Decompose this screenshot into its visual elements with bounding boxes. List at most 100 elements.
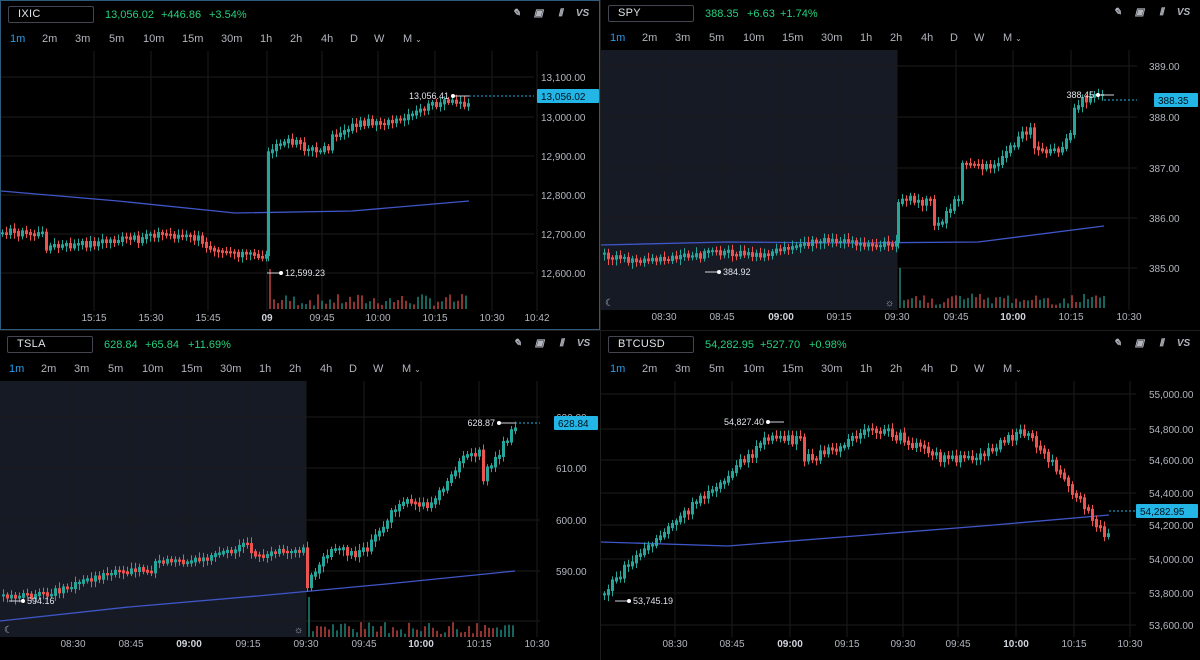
timeframe-1m[interactable]: 1m bbox=[610, 363, 626, 375]
timeframe-30m[interactable]: 30m bbox=[821, 32, 843, 44]
indicators-icon[interactable]: ▣ bbox=[533, 8, 544, 19]
timeframe-10m[interactable]: 10m bbox=[743, 363, 765, 375]
timeframe-5m[interactable]: 5m bbox=[709, 363, 725, 375]
candle bbox=[623, 561, 626, 583]
timeframe-M[interactable]: M ⌄ bbox=[403, 33, 422, 45]
candle bbox=[482, 444, 485, 485]
compare-bars-icon[interactable]: ⫴ bbox=[559, 338, 564, 349]
timeframe-D[interactable]: D bbox=[950, 32, 958, 44]
versus-icon[interactable]: VS bbox=[576, 338, 591, 349]
timeframe-5m[interactable]: 5m bbox=[108, 363, 124, 375]
timeframe-M[interactable]: M ⌄ bbox=[1003, 363, 1022, 375]
timeframe-D[interactable]: D bbox=[950, 363, 958, 375]
compare-bars-icon[interactable]: ⫴ bbox=[558, 8, 563, 19]
timeframe-15m[interactable]: 15m bbox=[782, 363, 804, 375]
timeframe-30m[interactable]: 30m bbox=[220, 363, 242, 375]
candle bbox=[371, 115, 374, 128]
chart-panel-ixic[interactable]: IXIC 13,056.02 +446.86 +3.54% ✎ ▣ ⫴ VS 1m 2m… bbox=[0, 0, 600, 330]
timeframe-2m[interactable]: 2m bbox=[42, 33, 58, 45]
symbol-search-box[interactable]: BTCUSD bbox=[608, 336, 694, 353]
regular-session-sun-icon: ☼ bbox=[294, 625, 303, 636]
timeframe-3m[interactable]: 3m bbox=[675, 363, 691, 375]
indicators-icon[interactable]: ▣ bbox=[1134, 338, 1145, 349]
timeframe-D[interactable]: D bbox=[349, 363, 357, 375]
symbol-search-box[interactable]: TSLA bbox=[7, 336, 93, 353]
timeframe-W[interactable]: W bbox=[373, 363, 384, 375]
compare-bars-icon[interactable]: ⫴ bbox=[1159, 7, 1164, 18]
timeframe-30m[interactable]: 30m bbox=[221, 33, 243, 45]
timeframe-10m[interactable]: 10m bbox=[143, 33, 165, 45]
timeframe-1h[interactable]: 1h bbox=[260, 33, 273, 45]
timeframe-2h[interactable]: 2h bbox=[289, 363, 302, 375]
timeframe-3m[interactable]: 3m bbox=[675, 32, 691, 44]
versus-icon[interactable]: VS bbox=[1176, 338, 1191, 349]
timeframe-30m[interactable]: 30m bbox=[821, 363, 843, 375]
timeframe-2m[interactable]: 2m bbox=[642, 363, 658, 375]
chart-panel-tsla[interactable]: TSLA 628.84 +65.84 +11.69% ✎ ▣ ⫴ VS 1m 2m 3m 5… bbox=[0, 331, 600, 660]
timeframe-1m[interactable]: 1m bbox=[10, 33, 26, 45]
x-axis-tick: 09:15 bbox=[235, 639, 260, 650]
pencil-icon[interactable]: ✎ bbox=[1113, 338, 1122, 349]
timeframe-3m[interactable]: 3m bbox=[74, 363, 90, 375]
timeframe-5m[interactable]: 5m bbox=[109, 33, 125, 45]
timeframe-2m[interactable]: 2m bbox=[642, 32, 658, 44]
timeframe-1h[interactable]: 1h bbox=[860, 32, 873, 44]
pencil-icon[interactable]: ✎ bbox=[1113, 7, 1122, 18]
chart-panel-spy[interactable]: SPY 388.35 +6.63 +1.74% ✎ ▣ ⫴ VS 1m 2m 3m 5m 10… bbox=[601, 0, 1200, 330]
price-change-percent: +3.54% bbox=[209, 9, 247, 21]
compare-bars-icon[interactable]: ⫴ bbox=[1159, 338, 1164, 349]
timeframe-1m[interactable]: 1m bbox=[9, 363, 25, 375]
versus-icon[interactable]: VS bbox=[575, 8, 590, 19]
timeframe-10m[interactable]: 10m bbox=[142, 363, 164, 375]
timeframe-4h[interactable]: 4h bbox=[921, 363, 934, 375]
timeframe-15m[interactable]: 15m bbox=[182, 33, 204, 45]
timeframe-3m[interactable]: 3m bbox=[75, 33, 91, 45]
timeframe-W[interactable]: W bbox=[974, 32, 985, 44]
candle bbox=[454, 466, 457, 480]
volume-bar bbox=[476, 623, 478, 637]
symbol-search-box[interactable]: SPY bbox=[608, 5, 694, 22]
timeframe-10m[interactable]: 10m bbox=[743, 32, 765, 44]
volume-bar bbox=[401, 295, 403, 309]
timeframe-15m[interactable]: 15m bbox=[181, 363, 203, 375]
timeframe-4h[interactable]: 4h bbox=[921, 32, 934, 44]
x-axis-tick: 09:45 bbox=[309, 313, 334, 324]
timeframe-2h[interactable]: 2h bbox=[890, 363, 903, 375]
symbol-search-box[interactable]: IXIC bbox=[8, 6, 94, 23]
candle bbox=[843, 442, 846, 451]
price-chart[interactable]: 55,000.00 54,800.00 54,600.00 54,400.00 54,2… bbox=[601, 381, 1200, 660]
timeframe-4h[interactable]: 4h bbox=[320, 363, 333, 375]
timeframe-15m[interactable]: 15m bbox=[782, 32, 804, 44]
timeframe-1m[interactable]: 1m bbox=[610, 32, 626, 44]
pencil-icon[interactable]: ✎ bbox=[513, 338, 522, 349]
candle bbox=[233, 249, 236, 260]
price-chart[interactable]: ☾ ☼ 389.00 388.00 387.00 386.00 385.00 08:30 08:… bbox=[601, 50, 1200, 330]
timeframe-5m[interactable]: 5m bbox=[709, 32, 725, 44]
candle bbox=[977, 159, 980, 169]
candle bbox=[667, 522, 670, 539]
timeframe-2m[interactable]: 2m bbox=[41, 363, 57, 375]
timeframe-1h[interactable]: 1h bbox=[259, 363, 272, 375]
price-chart[interactable]: 13,100.00 13,000.00 12,900.00 12,800.00 12,7… bbox=[1, 51, 599, 329]
price-chart[interactable]: ☾☼620.00610.00600.00590.0008:3008:4509:0… bbox=[0, 381, 600, 660]
timeframe-1h[interactable]: 1h bbox=[860, 363, 873, 375]
timeframe-W[interactable]: W bbox=[974, 363, 985, 375]
candle bbox=[142, 564, 145, 575]
candle bbox=[903, 427, 906, 446]
timeframe-D[interactable]: D bbox=[350, 33, 358, 45]
candle bbox=[275, 139, 278, 158]
timeframe-M[interactable]: M ⌄ bbox=[1003, 32, 1022, 44]
volume-bar bbox=[915, 296, 917, 308]
timeframe-M[interactable]: M ⌄ bbox=[402, 363, 421, 375]
timeframe-4h[interactable]: 4h bbox=[321, 33, 334, 45]
candle bbox=[1025, 126, 1028, 141]
candle bbox=[439, 97, 442, 112]
indicators-icon[interactable]: ▣ bbox=[534, 338, 545, 349]
indicators-icon[interactable]: ▣ bbox=[1134, 7, 1145, 18]
chart-panel-btcusd[interactable]: BTCUSD 54,282.95 +527.70 +0.98% ✎ ▣ ⫴ VS 1m… bbox=[601, 331, 1200, 660]
timeframe-2h[interactable]: 2h bbox=[290, 33, 303, 45]
timeframe-W[interactable]: W bbox=[374, 33, 385, 45]
pencil-icon[interactable]: ✎ bbox=[512, 8, 521, 19]
versus-icon[interactable]: VS bbox=[1176, 7, 1191, 18]
timeframe-2h[interactable]: 2h bbox=[890, 32, 903, 44]
